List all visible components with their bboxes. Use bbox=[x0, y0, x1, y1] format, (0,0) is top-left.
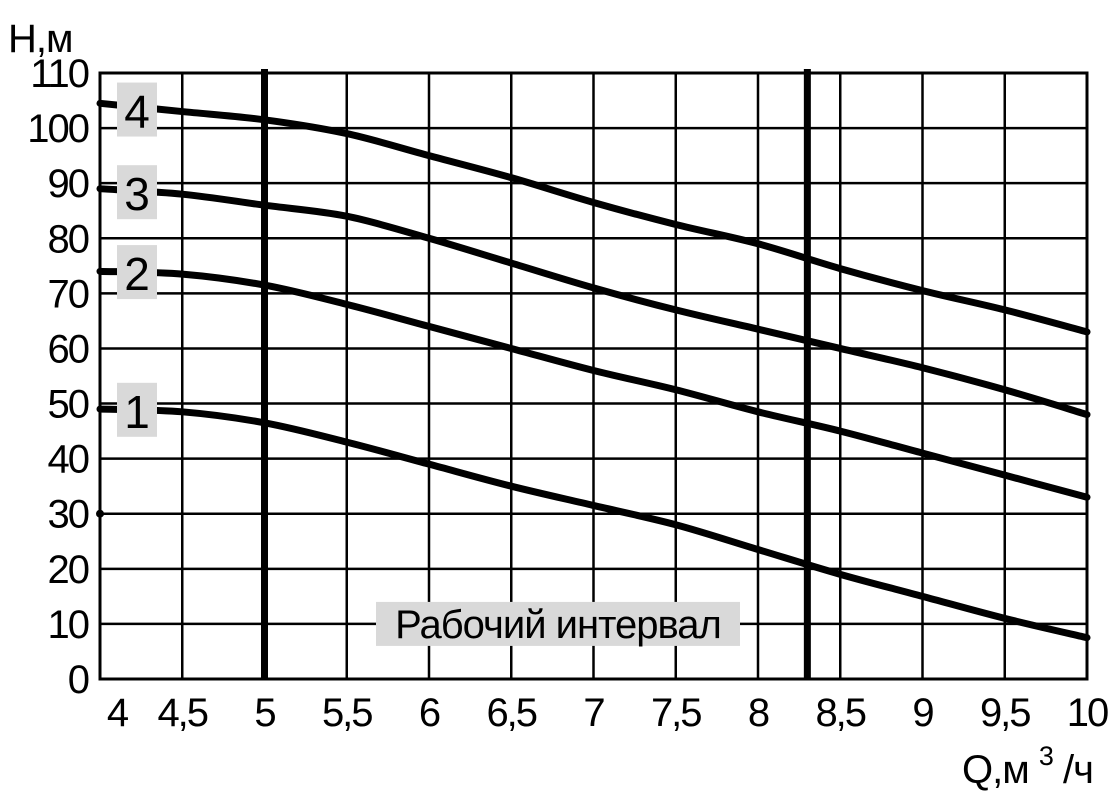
curve-label-2: 2 bbox=[124, 248, 150, 300]
y-tick-label-7: 70 bbox=[48, 272, 89, 316]
y-tick-label-10: 100 bbox=[27, 107, 88, 151]
x-tick-label-1: 4,5 bbox=[157, 691, 207, 735]
y-tick-label-0: 0 bbox=[68, 658, 89, 702]
interval-label: Рабочий интервал bbox=[395, 603, 721, 647]
grid bbox=[98, 71, 1089, 681]
curve-label-bg-1 bbox=[117, 382, 157, 437]
x-tick-label-5: 6,5 bbox=[486, 691, 536, 735]
curve-label-bg-3 bbox=[117, 165, 157, 220]
x-tick-label-12: 10 bbox=[1067, 691, 1108, 735]
x-tick-label-8: 8 bbox=[748, 691, 769, 735]
x-tick-label-4: 6 bbox=[419, 691, 440, 735]
x-axis-title: Q,м 3 /ч bbox=[962, 730, 1093, 792]
y-tick-label-8: 80 bbox=[48, 217, 89, 261]
y-tick-label-3: 30 bbox=[48, 493, 89, 537]
curve-label-3: 3 bbox=[124, 168, 150, 220]
y-tick-label-5: 50 bbox=[48, 383, 89, 427]
x-axis-title-main: Q,м bbox=[962, 748, 1029, 792]
x-tick-label-7: 7,5 bbox=[651, 691, 701, 735]
x-tick-label-6: 7 bbox=[583, 691, 604, 735]
y-tick-label-4: 40 bbox=[48, 438, 89, 482]
y-tick-label-2: 20 bbox=[48, 548, 89, 592]
curves bbox=[96, 99, 1091, 642]
x-tick-label-0: 4 bbox=[107, 691, 129, 735]
x-tick-label-3: 5,5 bbox=[322, 691, 372, 735]
y-tick-label-11: 110 bbox=[30, 52, 89, 96]
y-tick-label-1: 10 bbox=[48, 603, 89, 647]
curve-label-1: 1 bbox=[124, 386, 150, 438]
x-axis-title-tail: /ч bbox=[1063, 748, 1093, 792]
y-tick-label-9: 90 bbox=[48, 162, 89, 206]
plot-frame bbox=[96, 71, 1089, 681]
tick-labels: 4 4,5 5 5,5 6 6,5 7 7,5 8 8,5 9 9,5 1001020304050607… bbox=[27, 52, 1110, 735]
plot-border bbox=[98, 71, 1089, 681]
x-tick-label-2: 5 bbox=[254, 691, 275, 735]
labels: 1 2 3 4 Рабочий интервал bbox=[117, 82, 740, 647]
curve-label-bg-2 bbox=[117, 245, 157, 300]
x-axis-title-superscript: 3 bbox=[1039, 741, 1053, 771]
curve-label-bg-4 bbox=[117, 82, 157, 137]
working-interval bbox=[261, 69, 811, 679]
x-tick-label-11: 9,5 bbox=[980, 691, 1030, 735]
y-axis-title: Н,м bbox=[8, 17, 73, 61]
axis-dot-30 bbox=[96, 509, 104, 518]
x-tick-label-9: 8,5 bbox=[815, 691, 865, 735]
curve-label-4: 4 bbox=[124, 86, 150, 138]
y-tick-label-6: 60 bbox=[48, 327, 89, 371]
x-tick-label-10: 9 bbox=[912, 691, 933, 735]
interval-label-bg bbox=[376, 601, 740, 646]
